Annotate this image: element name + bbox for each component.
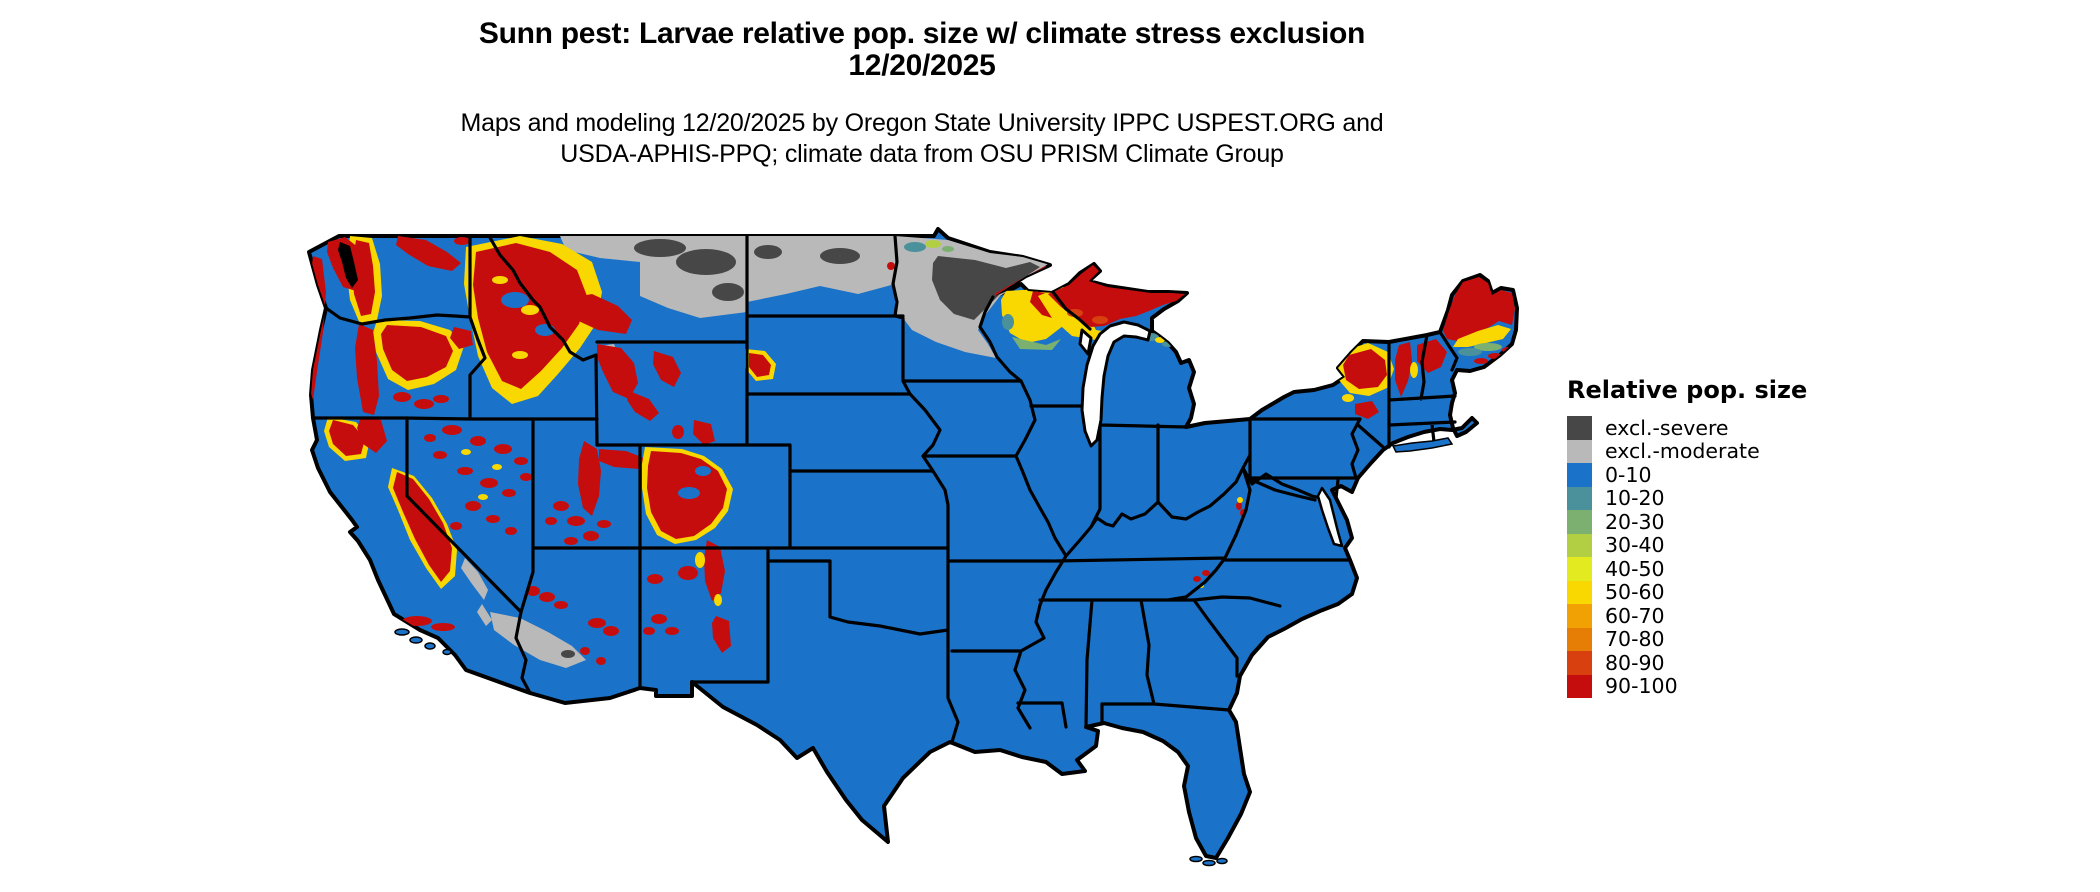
map-subtitle: Maps and modeling 12/20/2025 by Oregon S… — [322, 108, 1522, 170]
legend-swatch — [1567, 651, 1592, 675]
legend-label: 60-70 — [1605, 603, 1665, 628]
legend-swatch — [1567, 439, 1592, 463]
legend-label: 80-90 — [1605, 650, 1665, 675]
legend-label: excl.-moderate — [1605, 439, 1760, 464]
legend-swatch — [1567, 533, 1592, 557]
legend-item: excl.-moderate — [1567, 439, 1807, 464]
legend-label: 70-80 — [1605, 627, 1665, 652]
legend-item: excl.-severe — [1567, 416, 1807, 440]
legend-swatch — [1567, 463, 1592, 487]
climate-exclusion-layer — [461, 236, 1060, 668]
lake-michigan — [1080, 320, 1152, 448]
long-island — [1391, 437, 1454, 453]
chesapeake-bay — [1316, 486, 1344, 548]
offshore-islands — [394, 437, 1454, 867]
legend-item: 30-40 — [1567, 533, 1807, 558]
legend-swatch — [1567, 604, 1592, 628]
legend-items: excl.-severe excl.-moderate 0-10 10-20 20-30… — [1567, 416, 1807, 698]
legend-item: 0-10 — [1567, 463, 1807, 487]
map-subtitle-line1: Maps and modeling 12/20/2025 by Oregon S… — [460, 109, 1384, 137]
legend-item: 90-100 — [1567, 674, 1807, 699]
legend-swatch — [1567, 557, 1592, 581]
state-borders — [311, 234, 1459, 744]
legend-label: excl.-severe — [1605, 415, 1729, 440]
legend-swatch — [1567, 510, 1592, 534]
legend-label: 50-60 — [1605, 580, 1665, 605]
green-bay — [1078, 328, 1093, 356]
population-hotspot-layer — [310, 236, 1517, 665]
legend-label: 30-40 — [1605, 533, 1665, 558]
legend-label: 90-100 — [1605, 674, 1678, 699]
legend-swatch — [1567, 580, 1592, 604]
legend-swatch — [1567, 674, 1592, 698]
map-subtitle-line2: USDA-APHIS-PPQ; climate data from OSU PR… — [560, 140, 1284, 168]
raster-layers — [310, 236, 1517, 668]
legend-label: 40-50 — [1605, 556, 1665, 581]
legend-item: 20-30 — [1567, 510, 1807, 534]
legend-title: Relative pop. size — [1567, 376, 1808, 404]
map-header: Sunn pest: Larvae relative pop. size w/ … — [322, 18, 1522, 170]
legend-swatch — [1567, 486, 1592, 510]
map-title: Sunn pest: Larvae relative pop. size w/ … — [478, 17, 1366, 50]
legend-item: 80-90 — [1567, 651, 1807, 675]
legend-item: 40-50 — [1567, 557, 1807, 581]
legend: Relative pop. size excl.-severe excl.-mod… — [1567, 376, 1807, 698]
puget-sound — [338, 242, 358, 288]
great-lakes — [1078, 320, 1344, 548]
legend-item: 60-70 — [1567, 604, 1807, 628]
legend-label: 20-30 — [1605, 509, 1665, 534]
legend-swatch — [1567, 627, 1592, 651]
legend-item: 70-80 — [1567, 627, 1807, 652]
map-date: 12/20/2025 — [848, 49, 996, 82]
legend-label: 0-10 — [1605, 462, 1652, 487]
legend-item: 50-60 — [1567, 580, 1807, 605]
legend-item: 10-20 — [1567, 486, 1807, 511]
legend-swatch — [1567, 416, 1592, 440]
legend-label: 10-20 — [1605, 486, 1665, 511]
